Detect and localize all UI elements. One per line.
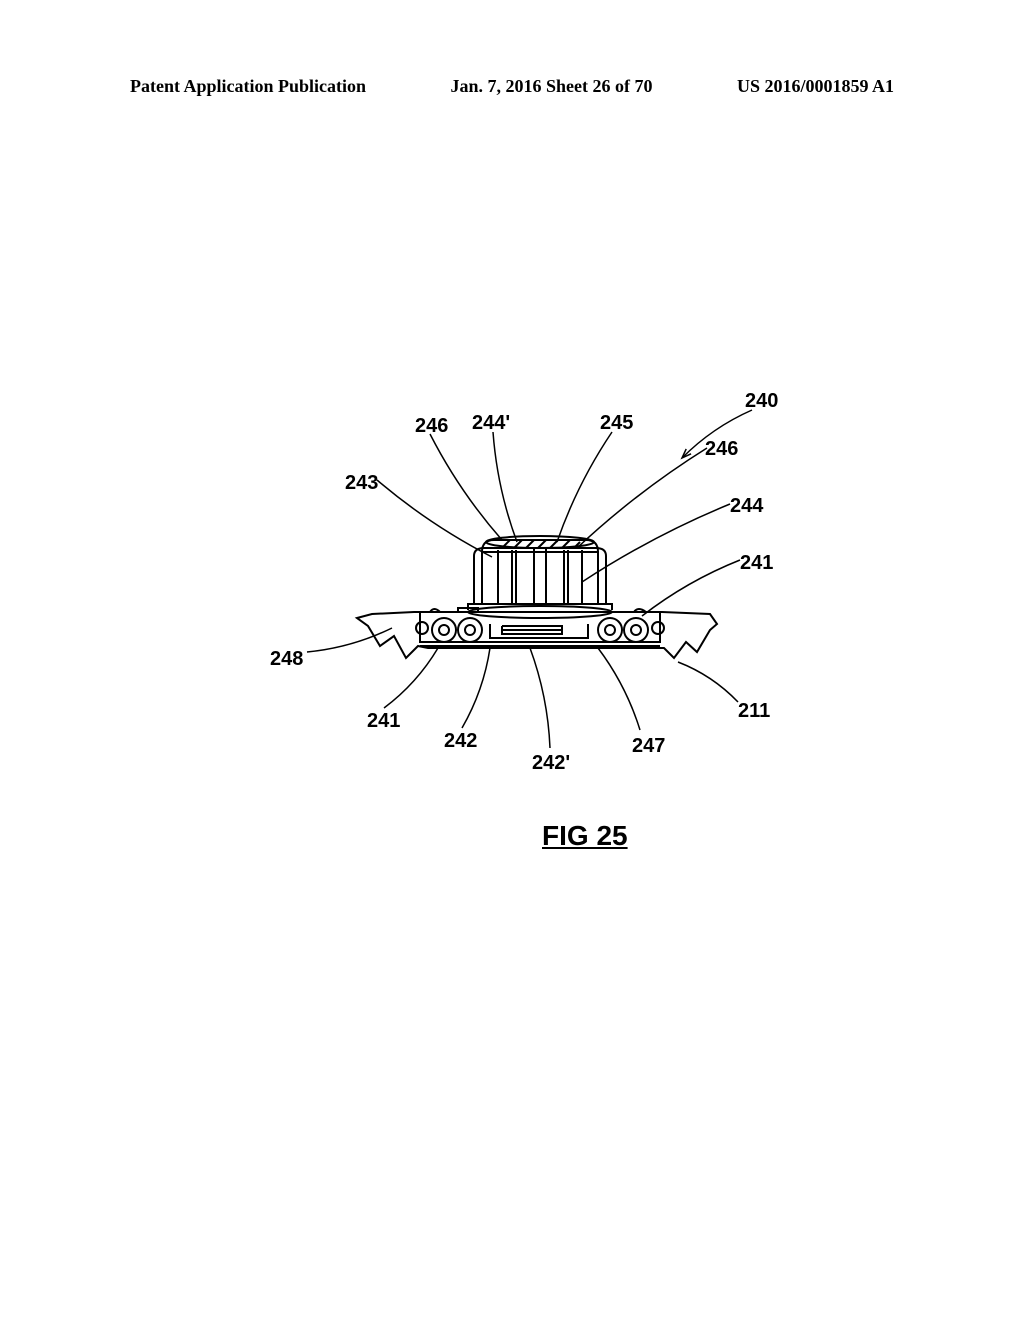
ref-label-247: 247: [632, 735, 665, 758]
ref-label-240: 240: [745, 390, 778, 413]
page-header: Patent Application Publication Jan. 7, 2…: [0, 76, 1024, 97]
ref-label-245: 245: [600, 412, 633, 435]
ref-label-242: 242: [444, 730, 477, 753]
figure-drawing: [162, 380, 862, 830]
ref-label-248: 248: [270, 648, 303, 671]
ref-label-211: 211: [738, 700, 770, 723]
ref-label-244: 244: [730, 495, 763, 518]
header-center: Jan. 7, 2016 Sheet 26 of 70: [451, 76, 653, 97]
ref-label-242p: 242': [532, 752, 570, 775]
header-right: US 2016/0001859 A1: [737, 76, 894, 97]
ref-label-246a: 246: [415, 415, 448, 438]
header-left: Patent Application Publication: [130, 76, 366, 97]
figure-25: 240 246 244' 245 246 243 244 241 248 241 242 242' 24…: [162, 380, 862, 830]
ref-label-243: 243: [345, 472, 378, 495]
ref-label-246b: 246: [705, 438, 738, 461]
ref-label-241b: 241: [367, 710, 400, 733]
ref-label-244p: 244': [472, 412, 510, 435]
ref-label-241a: 241: [740, 552, 773, 575]
figure-caption: FIG 25: [542, 820, 628, 852]
